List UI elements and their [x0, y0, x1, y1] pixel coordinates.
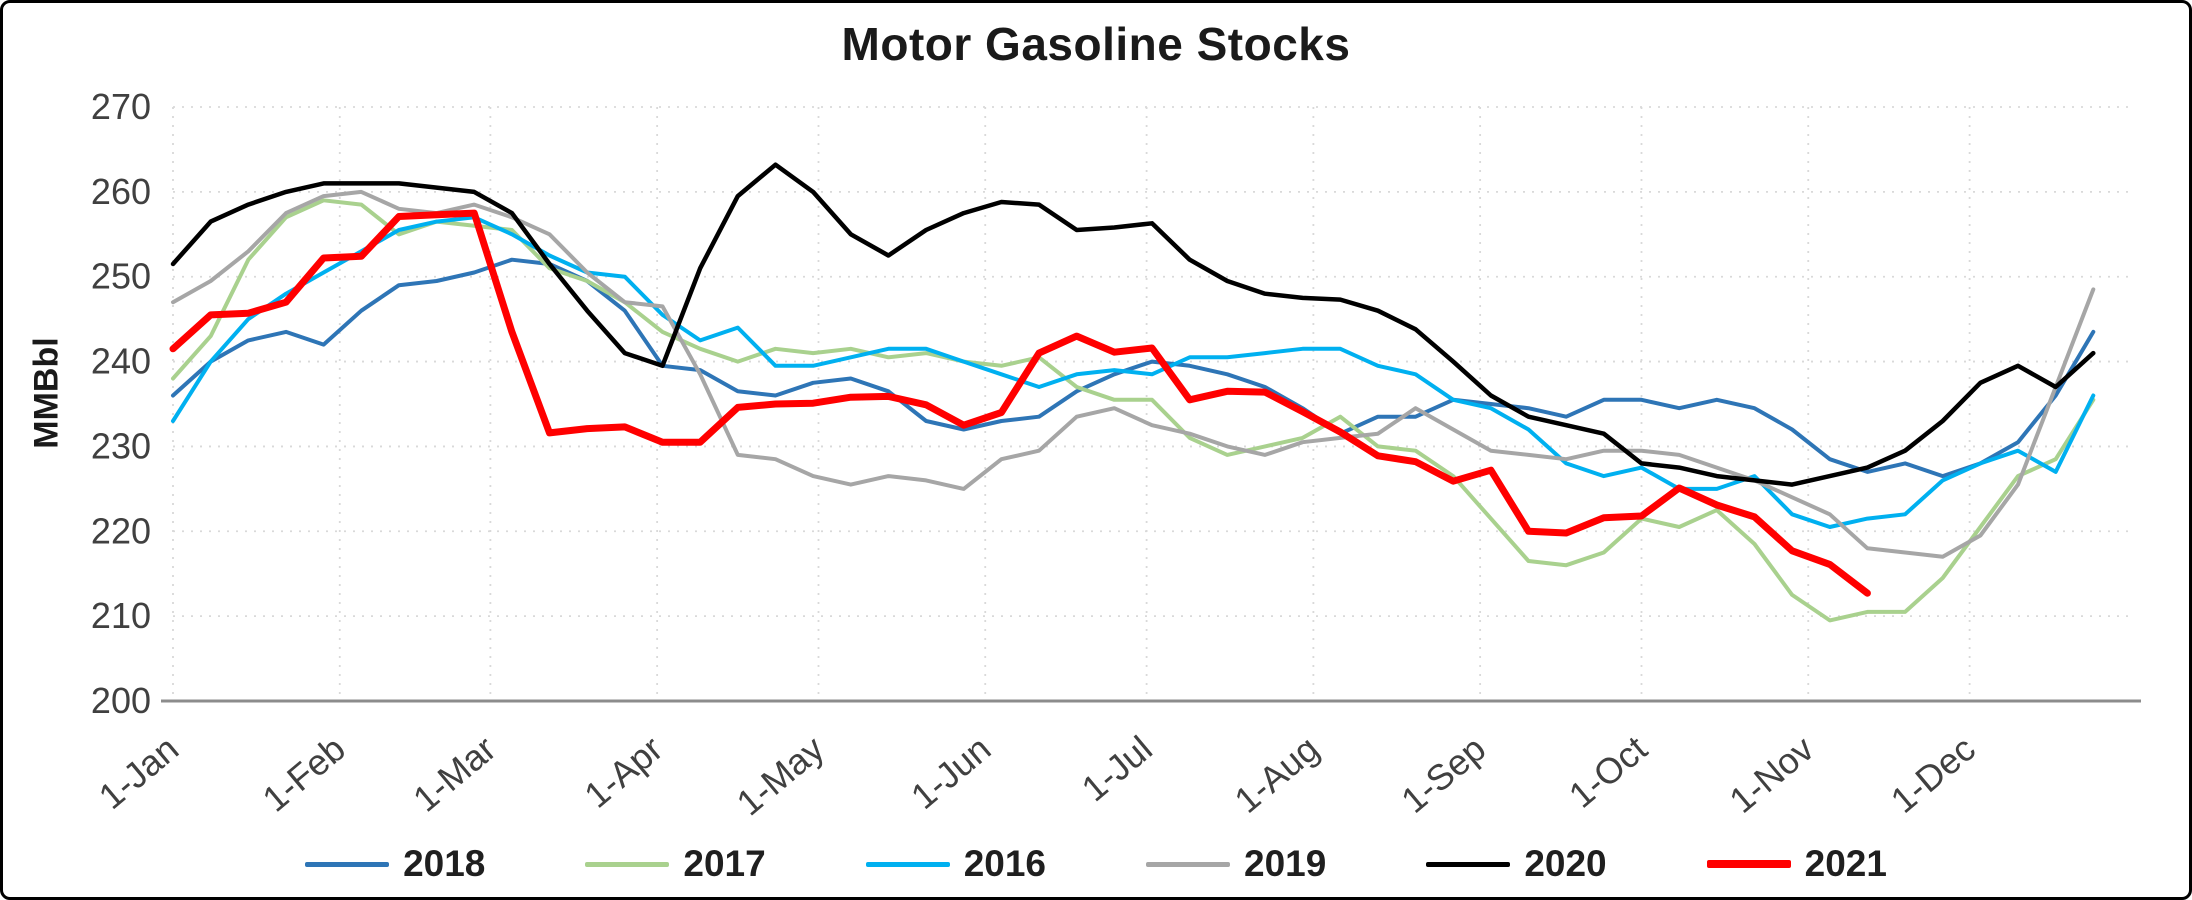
x-tick-label: 1-Jul — [1074, 728, 1160, 810]
x-tick-label: 1-Sep — [1393, 728, 1493, 821]
series-line-2021 — [169, 209, 1871, 597]
legend-swatch-2016 — [865, 861, 950, 867]
legend-swatch-2021 — [1706, 860, 1791, 868]
legend-item-2016: 2016 — [865, 843, 1046, 885]
legend-label-2017: 2017 — [683, 843, 766, 884]
legend-swatch-2018 — [305, 861, 390, 867]
legend-label-2021: 2021 — [1804, 843, 1887, 884]
y-tick-label: 250 — [91, 256, 151, 297]
y-tick-label: 200 — [91, 680, 151, 721]
legend-label-2020: 2020 — [1524, 843, 1607, 884]
legend-label-2019: 2019 — [1244, 843, 1327, 884]
x-tick-label: 1-Jan — [91, 728, 186, 817]
x-tick-label: 1-Oct — [1561, 728, 1655, 816]
series-line-2020 — [170, 162, 2096, 487]
x-tick-label: 1-Feb — [254, 728, 352, 820]
legend-item-2020: 2020 — [1426, 843, 1607, 885]
y-tick-label: 230 — [91, 425, 151, 466]
line-chart-plot-area: 200 210 220 230 240 250 260 270 1-Jan 1-Feb 1-Mar 1… — [91, 86, 2141, 824]
legend-swatch-2020 — [1426, 861, 1511, 867]
legend-item-2018: 2018 — [305, 843, 485, 885]
y-tick-label: 210 — [91, 595, 151, 636]
y-tick-label: 240 — [91, 341, 151, 382]
y-tick-label: 270 — [91, 86, 151, 127]
x-tick-label: 1-Jun — [903, 728, 998, 817]
legend-label-2018: 2018 — [403, 843, 486, 884]
y-tick-label: 220 — [91, 510, 151, 551]
series-line-2018 — [171, 257, 2096, 479]
y-tick-label: 260 — [91, 171, 151, 212]
x-tick-label: 1-May — [729, 728, 832, 824]
chart-title: Motor Gasoline Stocks — [841, 18, 1351, 70]
legend-swatch-2019 — [1146, 861, 1230, 867]
x-tick-label: 1-Nov — [1721, 728, 1821, 821]
legend-item-2017: 2017 — [585, 843, 766, 885]
legend-item-2021: 2021 — [1706, 843, 1887, 885]
series-line-2019 — [171, 189, 2096, 559]
legend-swatch-2017 — [585, 861, 670, 867]
legend-item-2019: 2019 — [1146, 843, 1326, 885]
chart-legend: 2018 2017 2016 2019 2020 2021 — [3, 843, 2189, 885]
x-tick-label: 1-Mar — [405, 728, 503, 820]
x-tick-label: 1-Aug — [1227, 728, 1327, 821]
series-line-2016 — [171, 215, 2096, 529]
legend-label-2016: 2016 — [963, 843, 1046, 884]
x-tick-label: 1-Apr — [576, 728, 670, 816]
x-tick-label: 1-Dec — [1883, 728, 1983, 821]
